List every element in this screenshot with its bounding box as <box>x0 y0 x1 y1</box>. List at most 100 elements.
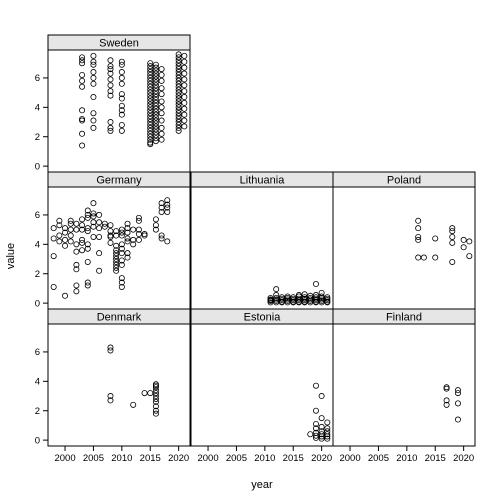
data-point <box>460 236 467 243</box>
data-point <box>152 88 159 95</box>
data-point <box>175 51 182 58</box>
data-point <box>90 69 97 76</box>
data-point <box>79 142 86 149</box>
data-point <box>147 98 154 105</box>
y-tick-label: 2 <box>35 406 40 417</box>
data-point <box>175 57 182 64</box>
data-point <box>118 245 125 252</box>
x-tick-label: 2020 <box>168 453 189 464</box>
y-tick-label: 0 <box>35 161 40 172</box>
data-point <box>181 94 188 101</box>
data-point <box>147 83 154 90</box>
data-point <box>107 57 114 64</box>
y-tick-label: 0 <box>35 435 40 446</box>
data-point <box>181 88 188 95</box>
data-point <box>90 94 97 101</box>
data-point <box>415 254 422 261</box>
data-point <box>164 204 171 211</box>
data-point <box>90 117 97 124</box>
data-point <box>449 228 456 235</box>
data-point <box>312 407 319 414</box>
data-point <box>67 226 74 233</box>
data-point <box>324 435 331 442</box>
data-point <box>318 393 325 400</box>
data-point <box>84 241 91 248</box>
data-point <box>107 393 114 400</box>
data-point <box>324 419 331 426</box>
data-point <box>147 130 154 137</box>
data-point <box>73 266 80 273</box>
data-point <box>152 398 159 405</box>
data-point <box>90 58 97 65</box>
data-point <box>158 85 165 92</box>
data-point <box>118 127 125 134</box>
data-point <box>415 217 422 224</box>
data-point <box>318 431 325 438</box>
data-point <box>147 127 154 134</box>
data-point <box>79 71 86 78</box>
data-point <box>147 95 154 102</box>
x-tick-label: 2005 <box>226 453 247 464</box>
panel-estonia: Estonia <box>190 308 334 447</box>
data-point <box>124 238 131 245</box>
data-point <box>152 82 159 89</box>
data-point <box>107 63 114 70</box>
strip-label: Finland <box>386 312 422 324</box>
data-point <box>175 119 182 126</box>
data-point <box>79 239 86 246</box>
data-point <box>147 104 154 111</box>
data-point <box>164 238 171 245</box>
data-point <box>175 69 182 76</box>
data-point <box>124 229 131 236</box>
data-point <box>96 219 103 226</box>
data-point <box>175 86 182 93</box>
data-point <box>175 66 182 73</box>
data-point <box>147 80 154 87</box>
data-point <box>158 130 165 137</box>
data-point <box>267 297 274 304</box>
data-point <box>90 74 97 81</box>
data-point <box>107 92 114 99</box>
data-point <box>175 124 182 131</box>
data-point <box>152 94 159 101</box>
data-point <box>107 70 114 77</box>
data-point <box>175 77 182 84</box>
data-point <box>130 241 137 248</box>
data-point <box>152 135 159 142</box>
data-point <box>135 226 142 233</box>
data-point <box>118 229 125 236</box>
data-point <box>73 282 80 289</box>
data-point <box>158 66 165 73</box>
data-point <box>73 288 80 295</box>
y-tick-label: 6 <box>35 210 40 221</box>
data-point <box>284 299 291 306</box>
data-point <box>56 217 63 224</box>
data-point <box>152 222 159 229</box>
data-point <box>158 232 165 239</box>
data-point <box>312 432 319 439</box>
data-point <box>175 54 182 61</box>
x-tick-label: 2000 <box>339 453 360 464</box>
data-point <box>158 91 165 98</box>
data-point <box>141 390 148 397</box>
data-point <box>107 344 114 351</box>
data-point <box>175 98 182 105</box>
data-point <box>90 213 97 220</box>
data-point <box>118 283 125 290</box>
strip-label: Germany <box>96 175 142 187</box>
data-point <box>62 292 69 299</box>
data-point <box>449 258 456 265</box>
data-point <box>454 400 461 407</box>
data-point <box>124 254 131 261</box>
data-point <box>152 105 159 112</box>
data-point <box>175 107 182 114</box>
data-point <box>107 233 114 240</box>
data-point <box>443 397 450 404</box>
x-tick-label: 2015 <box>425 453 446 464</box>
data-point <box>175 127 182 134</box>
data-point <box>290 299 297 306</box>
data-point <box>84 225 91 232</box>
data-point <box>67 238 74 245</box>
data-point <box>147 77 154 84</box>
data-point <box>312 281 319 288</box>
